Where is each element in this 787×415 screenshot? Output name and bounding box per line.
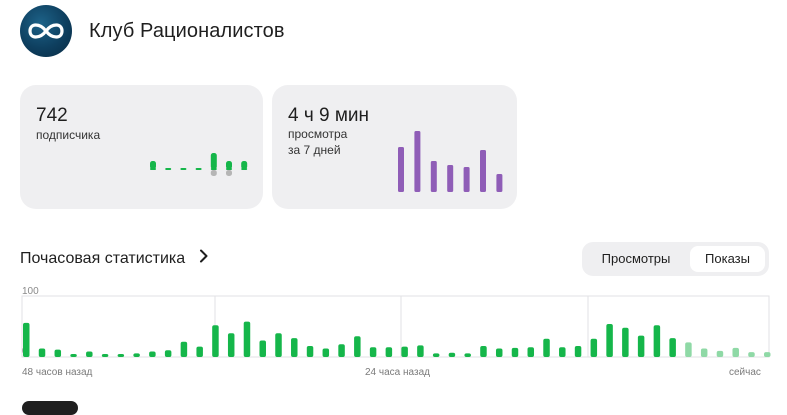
hourly-bar [385, 347, 393, 357]
infinity-icon [28, 23, 64, 39]
subscribers-baseline-mark [165, 168, 172, 170]
hourly-stats-link[interactable]: Почасовая статистика [20, 249, 209, 268]
channel-title: Клуб Рационалистов [89, 19, 285, 42]
toggle-views[interactable]: Просмотры [601, 251, 671, 266]
hourly-bar [637, 335, 645, 357]
views-bar-chart [398, 131, 503, 192]
hourly-bar [23, 322, 30, 357]
hourly-bar [180, 341, 188, 357]
hourly-bar [685, 342, 692, 357]
hourly-bar [417, 345, 424, 357]
hourly-bar [606, 324, 613, 357]
toggle-impressions[interactable]: Показы [690, 246, 765, 272]
views-card[interactable]: 4 ч 9 мин просмотра за 7 дней [272, 85, 517, 209]
subscribers-loss-bar [210, 170, 217, 176]
hourly-bar [448, 352, 456, 357]
hourly-bar [527, 347, 535, 357]
subscribers-baseline-mark [180, 168, 187, 170]
hourly-bar [164, 350, 172, 357]
hourly-bar [622, 327, 629, 357]
hourly-bar [764, 352, 771, 357]
hourly-bar [495, 348, 503, 357]
hourly-bar [590, 338, 598, 357]
subscribers-card[interactable]: 742 подписчика [20, 85, 263, 209]
metric-toggle[interactable]: Просмотры Показы [582, 242, 769, 276]
subscribers-baseline-mark [195, 168, 202, 170]
views-bar [480, 150, 486, 192]
chevron-right-icon [199, 249, 209, 268]
views-duration: 4 ч 9 мин [288, 105, 370, 126]
hourly-bar [354, 336, 361, 357]
views-bar [430, 161, 437, 192]
hourly-bar [212, 325, 219, 357]
hourly-bar [243, 321, 251, 357]
hourly-bar [480, 346, 487, 357]
hourly-bar [54, 349, 62, 357]
hourly-bar [38, 348, 46, 357]
hourly-stats-title: Почасовая статистика [20, 249, 186, 267]
views-bar [414, 131, 421, 192]
hourly-bar [653, 325, 661, 357]
hourly-bar [322, 348, 330, 357]
subscribers-gain-bar [150, 161, 156, 169]
hourly-bar [306, 346, 314, 357]
hourly-bar [101, 353, 109, 357]
hourly-bar [149, 351, 156, 357]
hourly-bar [133, 353, 140, 357]
hourly-bar [716, 350, 724, 357]
views-period-label: за 7 дней [288, 143, 341, 157]
subscribers-loss-bar [226, 170, 232, 176]
hourly-bar [511, 347, 519, 357]
hourly-bar [275, 333, 282, 357]
hourly-bar [291, 338, 298, 357]
views-bar [447, 165, 454, 192]
hourly-bar [559, 347, 566, 357]
views-bar [398, 147, 404, 192]
hourly-bar [574, 346, 582, 357]
x-label-48h: 48 часов назад [22, 367, 93, 378]
hourly-bar [732, 347, 739, 357]
subscribers-sparkline [150, 153, 248, 176]
hourly-bar [259, 340, 266, 357]
subscribers-gain-bar [226, 161, 232, 169]
hourly-bar [432, 353, 440, 357]
hourly-bar [543, 338, 550, 357]
x-label-24h: 24 часа назад [365, 367, 430, 378]
hourly-bar-chart: 1000 [21, 286, 771, 358]
hourly-bar [117, 353, 125, 357]
hourly-bar [669, 338, 676, 357]
subscribers-label: подписчика [36, 128, 101, 142]
views-bar [496, 174, 503, 192]
subscribers-gain-bar [210, 153, 217, 169]
hourly-bar [338, 344, 345, 357]
bottom-button[interactable] [22, 401, 78, 415]
channel-header: Клуб Рационалистов [20, 5, 285, 57]
avatar[interactable] [20, 5, 72, 57]
hourly-bar [748, 352, 755, 357]
subscribers-count: 742 [36, 105, 68, 126]
subscribers-gain-bar [241, 161, 248, 169]
hourly-bar [401, 346, 408, 357]
views-label: просмотра [288, 127, 348, 141]
hourly-bar [464, 353, 471, 357]
hourly-bar [700, 348, 708, 357]
hourly-bar [86, 351, 93, 357]
hourly-bar [369, 347, 377, 357]
x-label-now: сейчас [729, 367, 761, 378]
hourly-bar [70, 353, 77, 357]
y-label-max: 100 [22, 286, 39, 297]
views-bar [463, 167, 470, 192]
hourly-bar [227, 333, 235, 357]
chart-frame [21, 295, 770, 358]
hourly-bar [196, 346, 203, 357]
